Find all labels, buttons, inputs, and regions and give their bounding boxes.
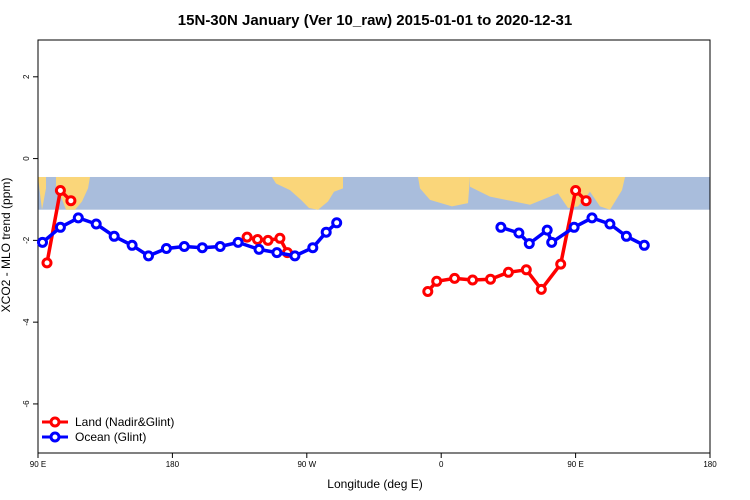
data-point [604, 218, 616, 230]
data-point [580, 195, 592, 207]
map-land-africa [418, 176, 470, 207]
data-point [523, 238, 535, 250]
data-point [568, 221, 580, 233]
data-point [54, 185, 66, 196]
data-point [422, 286, 434, 297]
data-point [41, 257, 53, 269]
series-line-segment [41, 216, 338, 258]
data-point [570, 185, 582, 196]
data-point [253, 243, 265, 255]
data-point [620, 230, 632, 242]
data-point [495, 221, 507, 233]
y-axis: 2 0 -2 -4 -6 [22, 74, 38, 407]
data-point [54, 221, 66, 233]
data-point [143, 250, 154, 262]
data-point [252, 234, 263, 245]
data-point [502, 266, 514, 278]
data-point [638, 239, 650, 251]
data-point [241, 231, 253, 243]
plot-frame [37, 39, 711, 454]
data-point [214, 241, 226, 252]
x-axis: 90 E 180 90 W 0 90 E 180 [30, 453, 717, 469]
data-point [586, 212, 598, 224]
data-point [513, 227, 525, 239]
data-point [541, 224, 553, 236]
data-point [307, 242, 319, 254]
data-point [555, 258, 567, 270]
data-point [37, 236, 48, 248]
data-point [467, 274, 479, 286]
data-point [72, 212, 84, 224]
data-point [449, 272, 461, 284]
data-point [485, 273, 496, 285]
map-land-north-america [272, 176, 343, 210]
y-tick-label: 0 [22, 156, 31, 161]
data-point [289, 250, 301, 262]
legend-land-label: Land (Nadir&Glint) [75, 415, 174, 429]
legend: Land (Nadir&Glint) Ocean (Glint) [42, 415, 174, 444]
data-point [431, 275, 443, 287]
data-point [178, 241, 190, 252]
series-ocean [37, 212, 650, 262]
x-tick-label: 0 [439, 460, 444, 469]
data-point [262, 234, 274, 246]
x-tick-label: 90 E [30, 460, 46, 469]
data-point [65, 195, 77, 207]
x-tick-label: 180 [703, 460, 717, 469]
data-point [320, 226, 332, 238]
data-point [520, 264, 532, 276]
y-tick-label: -6 [22, 400, 31, 408]
data-point [160, 243, 172, 254]
data-point [271, 247, 283, 259]
y-tick-label: 2 [22, 74, 31, 79]
x-tick-label: 90 E [567, 460, 583, 469]
legend-land-marker [49, 416, 61, 428]
series-layer [37, 185, 650, 297]
data-point [546, 236, 558, 248]
map-land-asia-west [38, 176, 46, 210]
series-line-segment [500, 216, 646, 247]
y-tick-label: -2 [22, 236, 31, 244]
x-tick-label: 90 W [297, 460, 316, 469]
data-point [90, 218, 102, 230]
data-point [274, 232, 286, 244]
y-axis-label: XCO2 - MLO trend (ppm) [0, 178, 13, 313]
data-point [108, 230, 120, 242]
data-point [196, 242, 208, 254]
data-point [331, 217, 343, 229]
data-point [126, 239, 138, 251]
chart-title: 15N-30N January (Ver 10_raw) 2015-01-01 … [178, 12, 572, 29]
data-point [232, 236, 244, 248]
legend-ocean-marker [49, 431, 61, 443]
legend-ocean-label: Ocean (Glint) [75, 430, 146, 444]
map-land-arabia-india [470, 176, 625, 210]
data-point [535, 283, 547, 295]
y-tick-label: -4 [22, 318, 31, 326]
world-map-band [38, 176, 710, 210]
x-tick-label: 180 [166, 460, 180, 469]
map-land-asia [56, 176, 90, 210]
x-axis-label: Longitude (deg E) [327, 477, 422, 491]
